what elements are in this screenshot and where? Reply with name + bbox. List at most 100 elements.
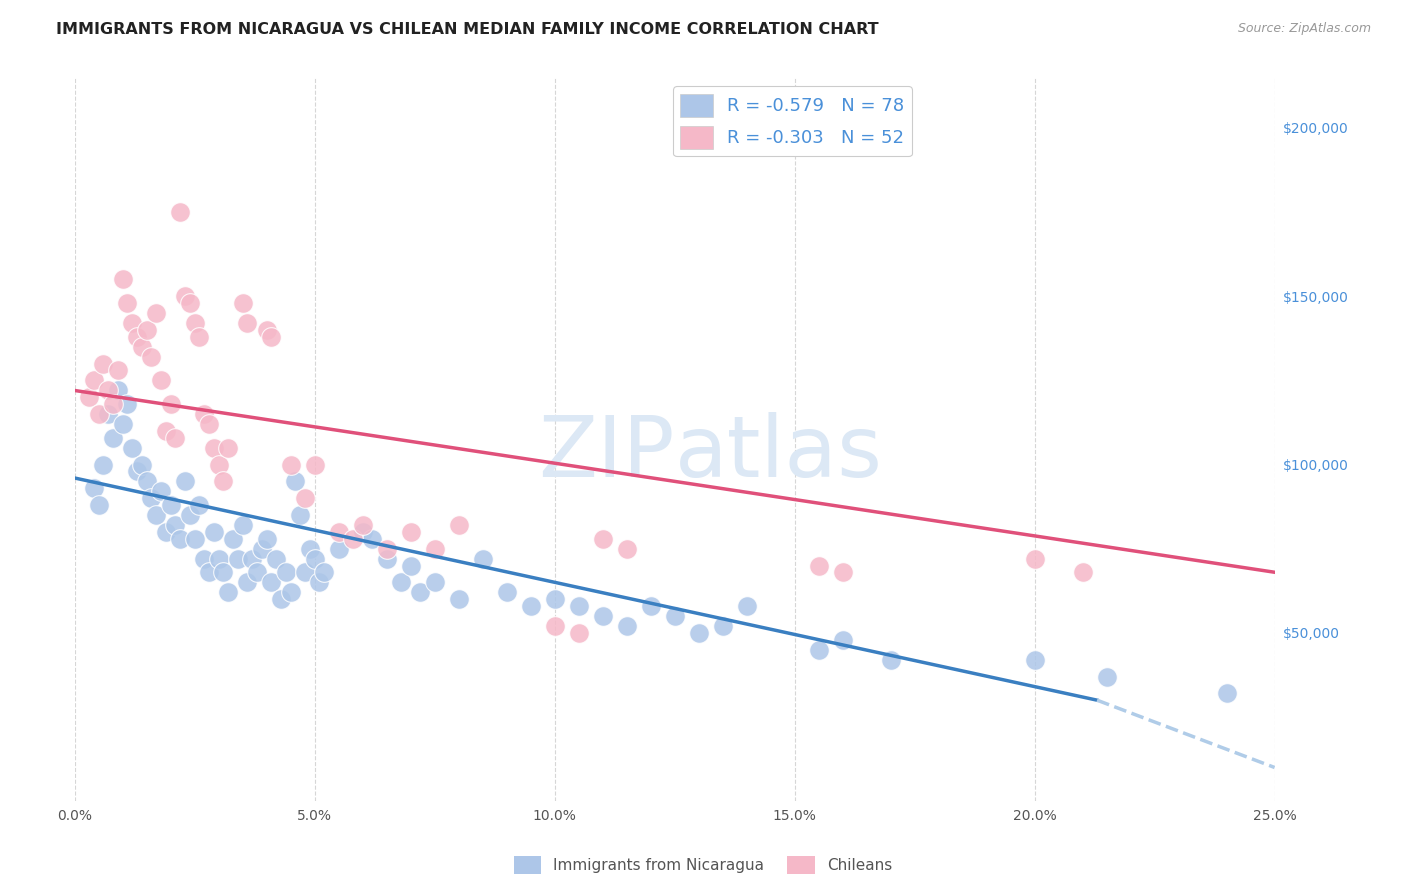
Point [165, 431, 187, 445]
Point [159, 397, 181, 411]
Point [107, 363, 129, 377]
Point [155, 524, 177, 539]
Point [711, 619, 734, 633]
Text: IMMIGRANTS FROM NICARAGUA VS CHILEAN MEDIAN FAMILY INCOME CORRELATION CHART: IMMIGRANTS FROM NICARAGUA VS CHILEAN MED… [56, 22, 879, 37]
Point [135, 323, 157, 337]
Point [183, 316, 205, 330]
Point [1095, 670, 1118, 684]
Point [193, 551, 215, 566]
Point [471, 551, 494, 566]
Legend: R = -0.579   N = 78, R = -0.303   N = 52: R = -0.579 N = 78, R = -0.303 N = 52 [673, 87, 911, 156]
Point [735, 599, 758, 613]
Point [121, 441, 143, 455]
Point [592, 609, 614, 624]
Point [831, 632, 853, 647]
Point [107, 384, 129, 398]
Point [399, 524, 422, 539]
Point [807, 642, 830, 657]
Point [807, 558, 830, 573]
Point [328, 541, 350, 556]
Point [212, 566, 235, 580]
Point [232, 296, 254, 310]
Point [328, 524, 350, 539]
Point [150, 484, 173, 499]
Point [1024, 551, 1046, 566]
Point [264, 551, 287, 566]
Point [1071, 566, 1094, 580]
Point [256, 323, 278, 337]
Point [389, 575, 412, 590]
Point [131, 340, 153, 354]
Point [250, 541, 273, 556]
Point [165, 518, 187, 533]
Point [616, 541, 638, 556]
Point [226, 551, 249, 566]
Point [101, 431, 124, 445]
Point [145, 306, 167, 320]
Point [495, 585, 517, 599]
Point [87, 407, 110, 421]
Point [290, 508, 312, 522]
Point [280, 585, 302, 599]
Point [616, 619, 638, 633]
Point [97, 384, 120, 398]
Point [188, 329, 211, 343]
Point [274, 566, 297, 580]
Point [304, 458, 326, 472]
Point [179, 508, 201, 522]
Point [159, 498, 181, 512]
Point [1215, 686, 1237, 700]
Point [141, 491, 163, 506]
Point [543, 592, 565, 607]
Point [93, 458, 115, 472]
Point [83, 481, 105, 495]
Point [256, 532, 278, 546]
Point [135, 475, 157, 489]
Point [125, 329, 148, 343]
Point [236, 575, 259, 590]
Point [342, 532, 364, 546]
Point [179, 296, 201, 310]
Point [97, 407, 120, 421]
Point [202, 441, 225, 455]
Point [232, 518, 254, 533]
Point [198, 566, 221, 580]
Point [664, 609, 686, 624]
Text: Source: ZipAtlas.com: Source: ZipAtlas.com [1237, 22, 1371, 36]
Point [640, 599, 662, 613]
Point [375, 541, 398, 556]
Point [298, 541, 321, 556]
Point [314, 566, 336, 580]
Point [83, 373, 105, 387]
Point [399, 558, 422, 573]
Point [117, 296, 139, 310]
Point [688, 625, 710, 640]
Point [202, 524, 225, 539]
Point [260, 575, 283, 590]
Point [217, 585, 239, 599]
Point [208, 551, 231, 566]
Point [568, 625, 591, 640]
Point [188, 498, 211, 512]
Point [240, 551, 263, 566]
Point [447, 518, 470, 533]
Point [352, 518, 374, 533]
Point [169, 205, 191, 219]
Point [543, 619, 565, 633]
Point [361, 532, 384, 546]
Point [308, 575, 330, 590]
Point [280, 458, 302, 472]
Point [198, 417, 221, 431]
Point [222, 532, 245, 546]
Point [294, 566, 316, 580]
Text: atlas: atlas [675, 412, 883, 495]
Point [77, 390, 100, 404]
Point [111, 417, 134, 431]
Point [169, 532, 191, 546]
Point [270, 592, 292, 607]
Point [125, 464, 148, 478]
Point [93, 357, 115, 371]
Legend: Immigrants from Nicaragua, Chileans: Immigrants from Nicaragua, Chileans [508, 850, 898, 880]
Point [260, 329, 283, 343]
Point [352, 524, 374, 539]
